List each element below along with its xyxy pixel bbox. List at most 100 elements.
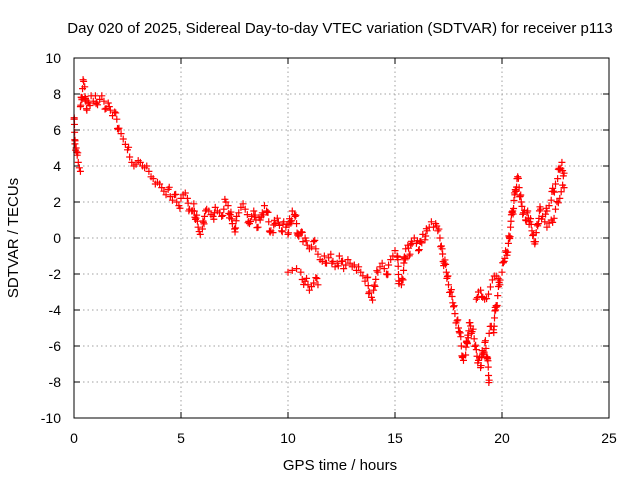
data-point-fill [481,337,489,345]
data-point-fill [371,282,379,290]
data-point [181,189,189,197]
data-point-fill [499,259,507,267]
data-point-fill [184,199,192,207]
plot-frame [73,57,610,419]
data-point [500,257,508,265]
data-series-sdtvar [70,76,568,387]
data-point-fill [210,215,218,223]
data-point [451,310,459,318]
y-tick-labels: -10 -8 -6 -4 -2 0 2 4 6 8 10 [41,50,61,426]
data-point-fill [415,246,423,254]
data-point-fill [384,270,392,278]
data-point [299,238,307,246]
data-point [545,202,553,210]
data-point-fill [172,190,180,198]
data-point [239,200,247,208]
data-point-fill [288,217,296,225]
data-point [273,214,281,222]
data-point-fill [484,363,492,371]
data-point-fill [514,173,522,181]
data-point [329,257,337,265]
data-point [303,241,311,249]
data-point-fill [165,183,173,191]
data-point-fill [554,199,562,207]
data-point [325,254,333,262]
data-point-fill [227,208,235,216]
data-point [466,319,474,327]
data-point-fill [77,101,85,109]
data-point-fill [519,210,527,218]
data-point-fill [394,256,402,264]
data-point [417,238,425,246]
data-point [434,227,442,235]
data-point [346,259,354,267]
data-point [100,97,108,105]
data-point-fill [200,220,208,228]
data-point-fill [92,100,100,108]
data-point [507,223,515,231]
data-point [331,263,339,271]
data-point [421,236,429,244]
data-point-fill [125,143,133,151]
data-point [423,227,431,235]
x-tick-label: 15 [387,430,403,446]
y-tick-label: 2 [53,194,61,210]
data-point [74,158,82,166]
data-point [196,230,204,238]
data-point [250,207,258,215]
data-point [76,167,84,175]
data-point [224,202,232,210]
data-point [168,196,176,204]
data-point [183,194,191,202]
data-point-fill [399,276,407,284]
x-tick-label: 25 [601,430,617,446]
data-point [556,194,564,202]
data-point-fill [491,314,499,322]
data-point [220,205,228,213]
data-point [310,279,318,287]
data-point-fill [464,334,472,342]
data-point [80,77,88,85]
data-point-fill [542,210,550,218]
data-point [554,175,562,183]
data-point [357,268,365,276]
data-point [558,158,566,166]
data-point [459,356,467,364]
data-point [297,268,305,276]
data-point [260,202,268,210]
data-point-fill [394,262,402,270]
data-point [94,101,102,109]
data-point-fill [504,248,512,256]
data-point [352,266,360,274]
data-point [335,252,343,260]
data-point [173,198,181,206]
data-point [376,263,384,271]
data-point-fill [510,196,518,204]
data-point [340,265,348,273]
data-point [254,223,262,231]
y-tick-label: 6 [53,122,61,138]
data-point [504,239,512,247]
y-tick-label: 4 [53,158,61,174]
data-point-fill [86,102,94,110]
data-point [310,238,318,246]
data-point-fill [439,250,447,258]
data-point-fill [71,128,79,136]
data-point-fill [471,342,479,350]
data-point [517,198,525,206]
data-point [132,160,140,168]
data-point [237,203,245,211]
data-point-fill [394,270,402,278]
data-point [286,218,294,226]
data-point [136,158,144,166]
data-point-fill [442,260,450,268]
data-point-fill [339,257,347,265]
data-point [160,187,168,195]
data-point [205,207,213,215]
data-point [256,216,264,224]
data-point-fill [493,301,501,309]
data-point-fill [302,237,310,245]
data-point [485,329,493,337]
data-point [355,263,363,271]
